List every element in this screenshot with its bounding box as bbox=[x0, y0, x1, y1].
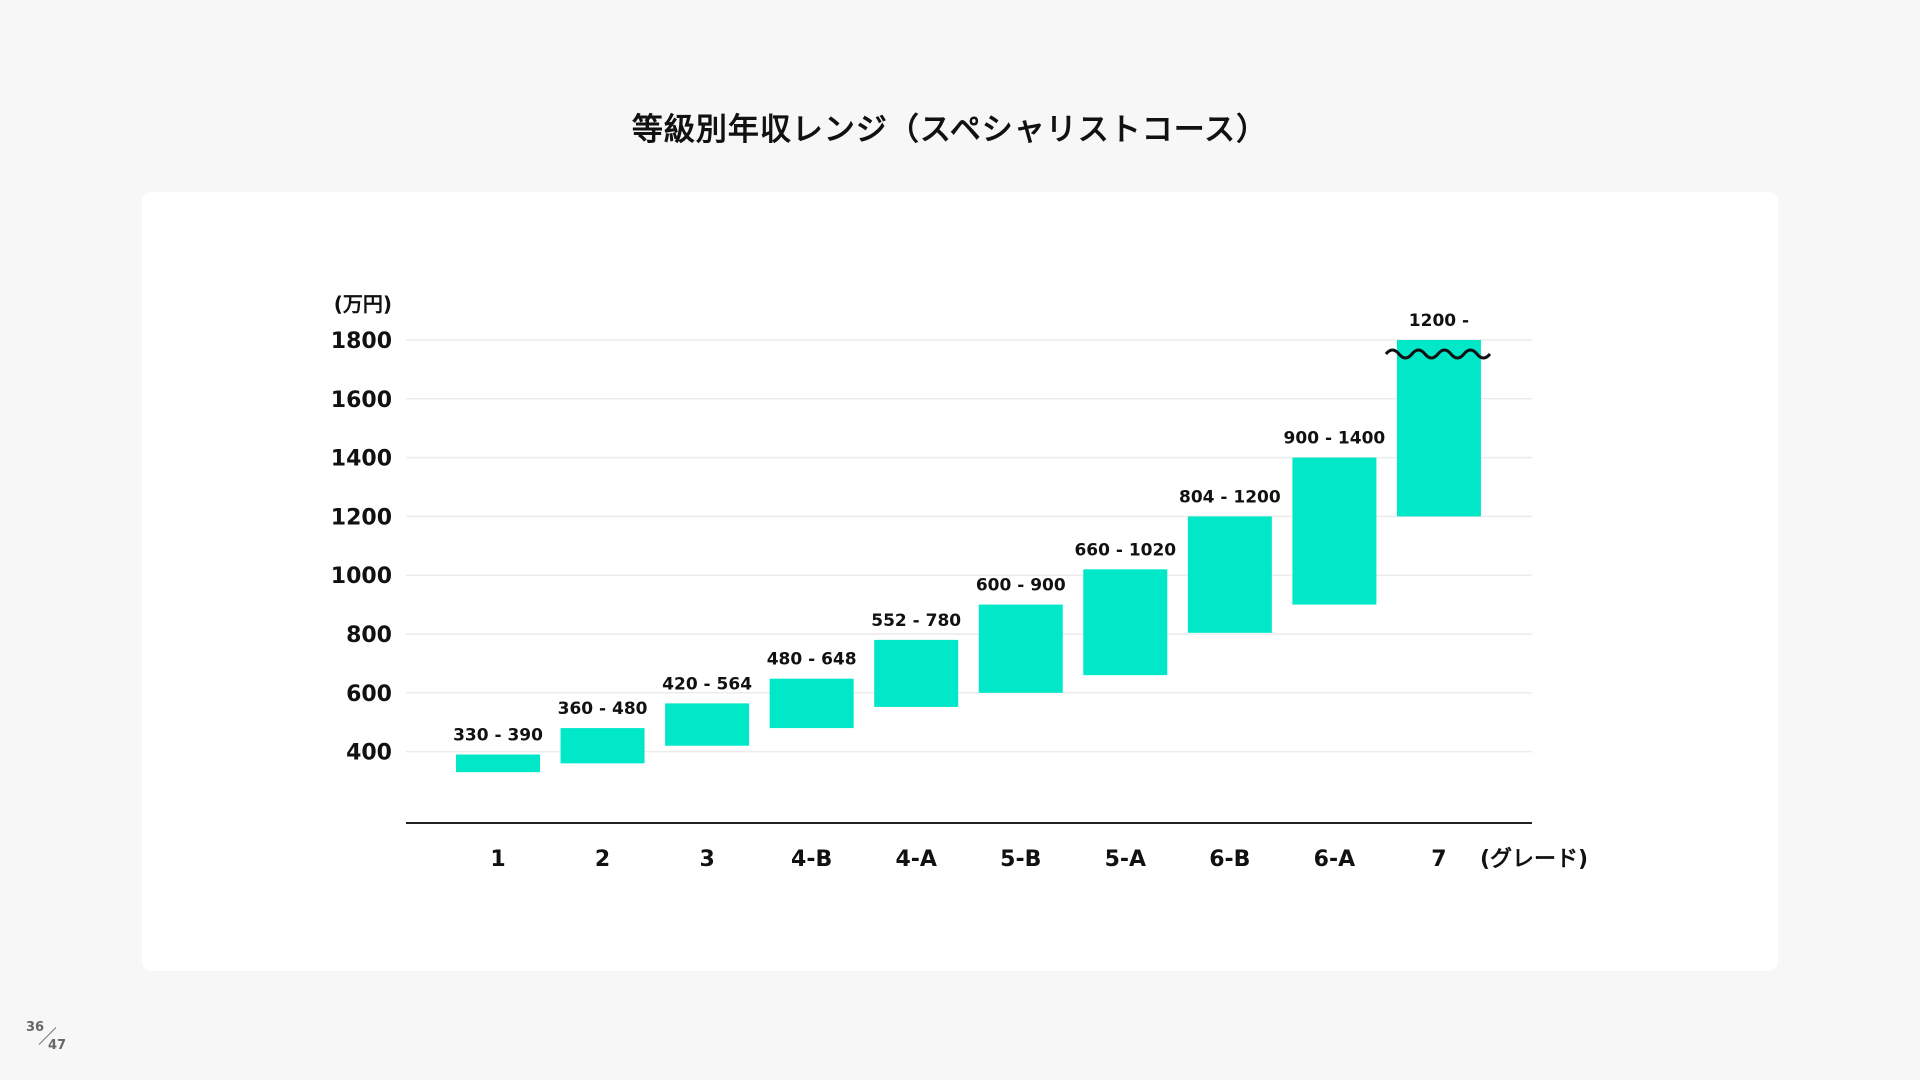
range-bar-4-B bbox=[769, 678, 854, 729]
x-tick-label: 3 bbox=[699, 847, 714, 872]
range-bar-1 bbox=[456, 754, 540, 773]
data-label: 900 - 1400 bbox=[1284, 429, 1386, 449]
chart-card: 400 600 800 1000 1200 1400 1600 1800 (万円) 330 - 3… bbox=[142, 192, 1778, 971]
chart-title: 等級別年収レンジ（スペシャリストコース） bbox=[631, 112, 1269, 148]
data-label: 480 - 648 bbox=[767, 650, 857, 670]
break-wave-icon bbox=[1384, 348, 1492, 360]
data-label: 330 - 390 bbox=[453, 726, 543, 746]
x-tick-label: 4-A bbox=[895, 847, 936, 872]
data-label: 660 - 1020 bbox=[1074, 540, 1176, 560]
page-total: 47 bbox=[48, 1038, 67, 1053]
x-tick-label: 1 bbox=[490, 847, 505, 872]
y-tick-label: 1200 bbox=[331, 505, 392, 530]
range-bar-7 bbox=[1396, 340, 1481, 517]
y-axis-unit: (万円) bbox=[334, 292, 392, 316]
data-label: 360 - 480 bbox=[558, 699, 648, 719]
x-tick-label: 6-A bbox=[1314, 847, 1355, 872]
range-bar-6-B bbox=[1187, 516, 1272, 633]
data-label: 804 - 1200 bbox=[1179, 487, 1281, 507]
range-bar-5-A bbox=[1083, 569, 1168, 676]
page-current: 36 bbox=[26, 1020, 45, 1035]
x-tick-label: 7 bbox=[1431, 847, 1446, 872]
y-tick-label: 1800 bbox=[331, 329, 392, 354]
data-label: 552 - 780 bbox=[871, 611, 961, 631]
x-tick-label: 6-B bbox=[1209, 847, 1250, 872]
range-bar-5-B bbox=[978, 604, 1063, 693]
x-tick-label: 4-B bbox=[791, 847, 832, 872]
x-tick-label: 2 bbox=[595, 847, 610, 872]
y-tick-label: 600 bbox=[346, 682, 392, 707]
y-tick-label: 800 bbox=[346, 623, 392, 648]
y-tick-label: 400 bbox=[346, 741, 392, 766]
page-indicator: 36 47 bbox=[26, 1018, 76, 1058]
y-tick-label: 1400 bbox=[331, 447, 392, 472]
data-label: 420 - 564 bbox=[662, 674, 752, 694]
range-bar-4-A bbox=[874, 639, 959, 707]
x-axis-unit: (グレード) bbox=[1480, 846, 1588, 872]
x-tick-label: 5-B bbox=[1000, 847, 1041, 872]
y-tick-label: 1600 bbox=[331, 388, 392, 413]
range-bar-2 bbox=[560, 728, 645, 764]
x-tick-label: 5-A bbox=[1105, 847, 1146, 872]
data-label: 1200 - bbox=[1409, 311, 1469, 331]
data-label: 600 - 900 bbox=[976, 576, 1066, 596]
range-bar-3 bbox=[665, 703, 750, 746]
range-bar-chart: 400 600 800 1000 1200 1400 1600 1800 (万円) 330 - 3… bbox=[331, 292, 1588, 872]
range-bar-6-A bbox=[1292, 457, 1377, 605]
y-tick-label: 1000 bbox=[331, 564, 392, 589]
